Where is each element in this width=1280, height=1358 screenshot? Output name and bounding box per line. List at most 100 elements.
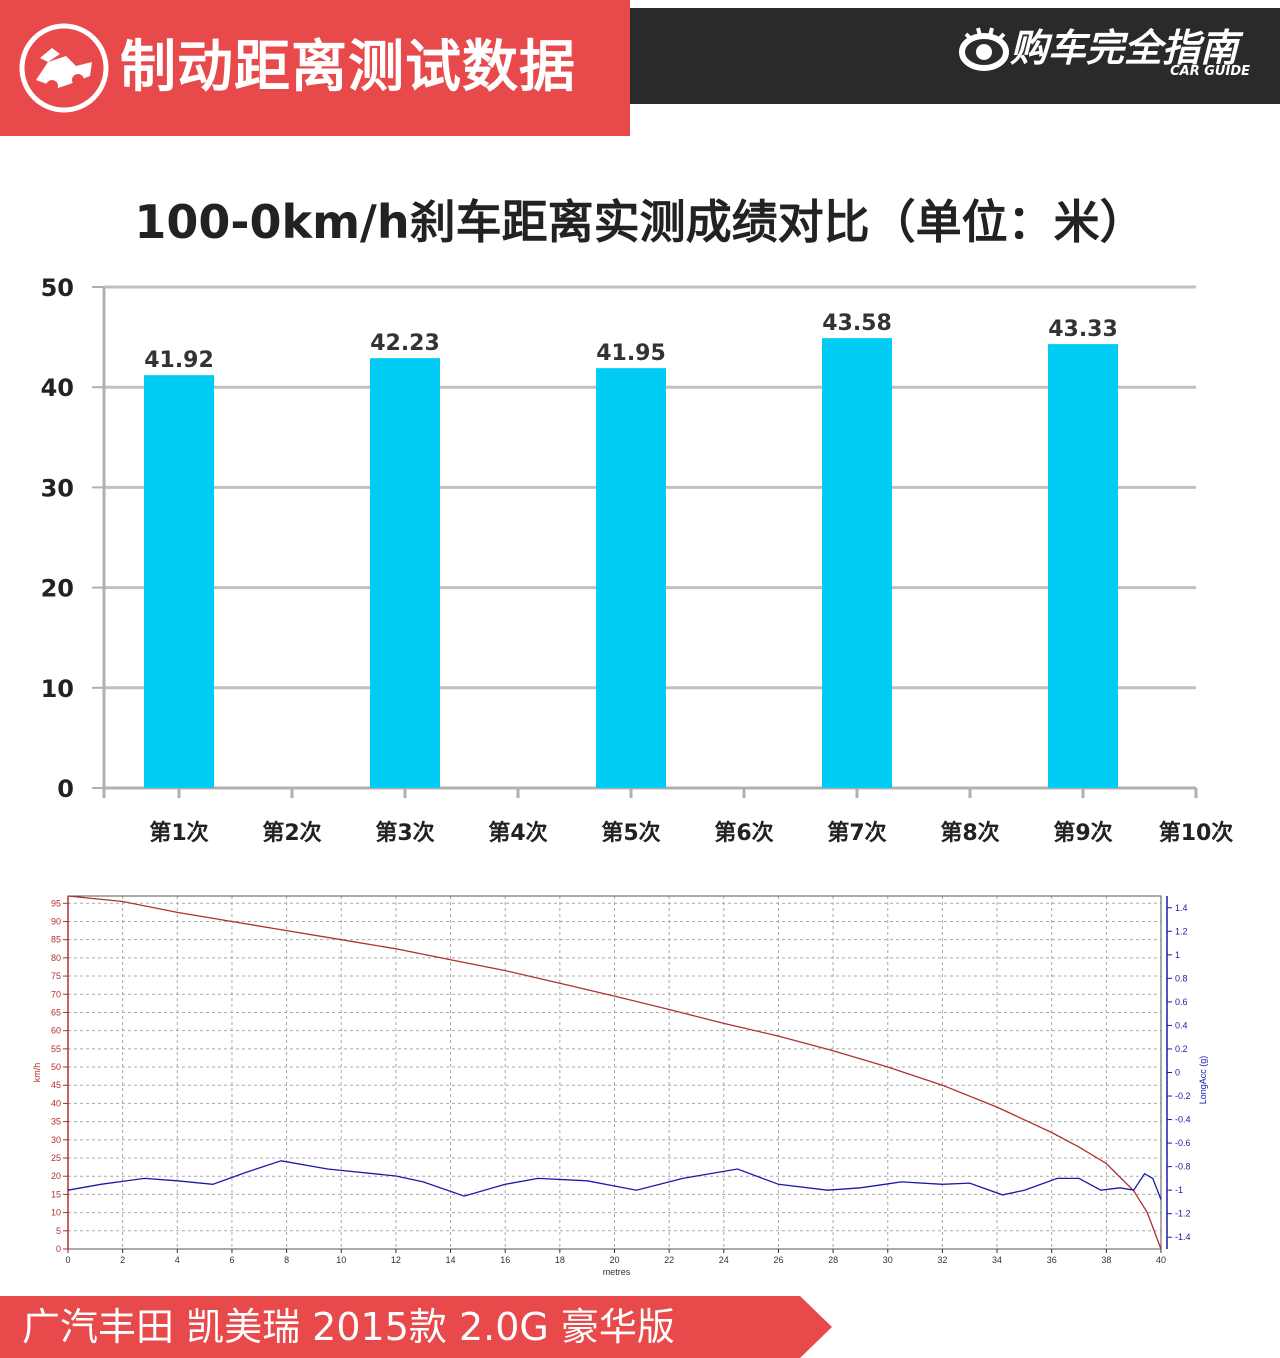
right-tick-label: -1.4 <box>1175 1232 1191 1242</box>
bar <box>1048 344 1118 788</box>
bar <box>370 358 440 788</box>
x-tick-label: 第9次 <box>1053 820 1112 846</box>
left-axis-label: km/h <box>32 1063 42 1083</box>
bottom-tick-label: 14 <box>446 1255 456 1265</box>
bottom-tick-label: 28 <box>828 1255 838 1265</box>
x-tick-label: 第2次 <box>262 820 321 846</box>
right-tick-label: 0.8 <box>1175 973 1188 983</box>
right-tick-label: -0.4 <box>1175 1115 1191 1125</box>
bar <box>596 368 666 788</box>
bar <box>822 338 892 788</box>
brand-logo: 购车完全指南 CAR GUIDE <box>956 22 1256 86</box>
left-tick-label: 20 <box>51 1171 61 1181</box>
left-tick-label: 40 <box>51 1098 61 1108</box>
right-tick-label: 0.4 <box>1175 1020 1188 1030</box>
bottom-tick-label: 16 <box>500 1255 510 1265</box>
speed-deceleration-trace-chart: 05101520253035404550556065707580859095km… <box>32 895 1208 1277</box>
x-tick-label: 第3次 <box>375 820 434 846</box>
left-tick-label: 95 <box>51 898 61 908</box>
data-label: 43.33 <box>1048 317 1118 342</box>
left-tick-label: 75 <box>51 971 61 981</box>
bottom-tick-label: 0 <box>65 1255 70 1265</box>
x-tick-label: 第6次 <box>714 820 773 846</box>
right-tick-label: -1.2 <box>1175 1209 1191 1219</box>
left-tick-label: 35 <box>51 1117 61 1127</box>
right-tick-label: 1 <box>1175 950 1180 960</box>
bottom-tick-label: 36 <box>1047 1255 1057 1265</box>
x-tick-label: 第4次 <box>488 820 547 846</box>
left-tick-label: 60 <box>51 1026 61 1036</box>
x-tick-label: 第7次 <box>827 820 886 846</box>
left-tick-label: 80 <box>51 953 61 963</box>
speed-line <box>67 895 1162 1250</box>
data-label: 43.58 <box>822 311 892 336</box>
bottom-tick-label: 4 <box>175 1255 180 1265</box>
bottom-tick-label: 22 <box>664 1255 674 1265</box>
left-tick-label: 65 <box>51 1007 61 1017</box>
brand-eye-icon <box>959 27 1009 71</box>
right-tick-label: 1.4 <box>1175 903 1188 913</box>
acceleration-line <box>67 1160 1162 1200</box>
x-tick-label: 第1次 <box>149 820 208 846</box>
left-tick-label: 0 <box>56 1244 61 1254</box>
car-crash-icon <box>19 23 109 113</box>
page-title: 制动距离测试数据 <box>120 35 576 100</box>
right-axis-label: LongAcc (g) <box>1198 1056 1208 1105</box>
x-tick-label: 第8次 <box>940 820 999 846</box>
bottom-tick-label: 18 <box>555 1255 565 1265</box>
brand-name-cn: 购车完全指南 <box>1010 26 1239 70</box>
bar <box>144 375 214 788</box>
left-tick-label: 30 <box>51 1135 61 1145</box>
right-tick-label: 0.6 <box>1175 997 1188 1007</box>
bottom-tick-label: 24 <box>719 1255 729 1265</box>
data-label: 41.95 <box>596 341 666 366</box>
bottom-tick-label: 34 <box>992 1255 1002 1265</box>
bottom-tick-label: 2 <box>120 1255 125 1265</box>
left-tick-label: 50 <box>51 1062 61 1072</box>
bottom-tick-label: 38 <box>1101 1255 1111 1265</box>
bottom-tick-label: 8 <box>284 1255 289 1265</box>
y-tick-label: 40 <box>41 374 74 402</box>
bottom-tick-label: 12 <box>391 1255 401 1265</box>
left-tick-label: 10 <box>51 1208 61 1218</box>
y-tick-label: 0 <box>57 775 74 803</box>
brand-name-en: CAR GUIDE <box>1170 64 1250 79</box>
footer-band <box>0 1296 800 1358</box>
right-tick-label: -0.2 <box>1175 1091 1191 1101</box>
left-tick-label: 15 <box>51 1189 61 1199</box>
right-tick-label: -0.8 <box>1175 1162 1191 1172</box>
bottom-tick-label: 20 <box>609 1255 619 1265</box>
bottom-tick-label: 40 <box>1156 1255 1166 1265</box>
y-tick-label: 50 <box>41 274 74 302</box>
left-tick-label: 55 <box>51 1044 61 1054</box>
data-label: 42.23 <box>370 331 440 356</box>
y-tick-label: 30 <box>41 474 74 502</box>
y-tick-label: 10 <box>41 675 74 703</box>
left-tick-label: 25 <box>51 1153 61 1163</box>
header-dark-bar <box>630 8 1280 104</box>
left-tick-label: 5 <box>56 1226 61 1236</box>
right-tick-label: -1 <box>1175 1185 1183 1195</box>
x-tick-label: 第5次 <box>601 820 660 846</box>
left-tick-label: 45 <box>51 1080 61 1090</box>
left-tick-label: 90 <box>51 916 61 926</box>
bottom-tick-label: 6 <box>229 1255 234 1265</box>
data-label: 41.92 <box>144 348 214 373</box>
bottom-tick-label: 30 <box>883 1255 893 1265</box>
bottom-tick-label: 32 <box>937 1255 947 1265</box>
left-tick-label: 85 <box>51 935 61 945</box>
y-tick-label: 20 <box>41 575 74 603</box>
x-axis-label: metres <box>603 1267 631 1277</box>
right-tick-label: -0.6 <box>1175 1138 1191 1148</box>
right-tick-label: 0.2 <box>1175 1044 1188 1054</box>
chart-title: 100-0km/h刹车距离实测成绩对比（单位：米） <box>134 195 1146 249</box>
braking-distance-bar-chart: 0 10 20 30 40 50 第1次 第2次 第3次 第4次 第5次 第6次 第7次 第8次 第9次 第1… <box>41 274 1234 846</box>
bottom-tick-label: 26 <box>773 1255 783 1265</box>
right-tick-label: 0 <box>1175 1068 1180 1078</box>
left-tick-label: 70 <box>51 989 61 999</box>
footer: 广汽丰田 凯美瑞 2015款 2.0G 豪华版 <box>0 1292 1280 1358</box>
footer-arrow <box>800 1296 832 1358</box>
right-tick-label: 1.2 <box>1175 926 1188 936</box>
car-model-label: 广汽丰田 凯美瑞 2015款 2.0G 豪华版 <box>22 1305 675 1349</box>
bottom-tick-label: 10 <box>336 1255 346 1265</box>
